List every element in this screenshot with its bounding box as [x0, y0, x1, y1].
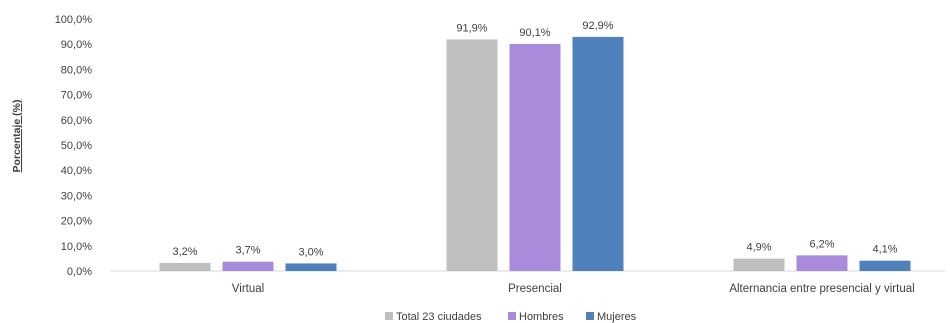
data-label: 92,9% [582, 20, 613, 32]
bar [859, 260, 911, 271]
y-axis: 0,0% 10,0% 20,0% 30,0% 40,0% 50,0% 60,0% 70,0% 8… [55, 14, 93, 278]
y-tick-label: 20,0% [61, 216, 92, 228]
y-tick-label: 50,0% [61, 140, 92, 152]
bar [572, 36, 624, 271]
bar [285, 263, 337, 271]
legend-label: Mujeres [597, 311, 637, 323]
data-label: 91,9% [456, 22, 487, 34]
legend-label: Total 23 ciudades [396, 311, 482, 323]
bar [509, 43, 561, 272]
bar [446, 39, 498, 271]
y-tick-label: 10,0% [61, 241, 92, 253]
data-label: 3,2% [172, 246, 197, 258]
y-axis-label: Porcentaje (%) [11, 100, 23, 173]
bar [159, 262, 211, 271]
y-tick-label: 60,0% [61, 115, 92, 127]
bar [796, 255, 848, 271]
bars: 3,2% 3,7% 3,0% 91,9% 90,1% 92,9% 4,9% 6,2% 4,1% [159, 20, 911, 272]
legend-swatch [508, 312, 516, 320]
legend-label: Hombres [519, 311, 564, 323]
x-tick-label: Alternancia entre presencial y virtual [729, 283, 914, 295]
y-tick-label: 90,0% [61, 39, 92, 51]
data-label: 3,0% [298, 246, 323, 258]
data-label: 90,1% [519, 27, 550, 39]
legend-swatch [385, 312, 393, 320]
y-tick-label: 70,0% [61, 90, 92, 102]
data-label: 4,9% [746, 242, 771, 254]
data-label: 4,1% [872, 244, 897, 256]
bar [733, 258, 785, 271]
bar [222, 261, 274, 271]
x-tick-label: Virtual [232, 283, 264, 295]
y-tick-label: 30,0% [61, 190, 92, 202]
x-axis: Virtual Presencial Alternancia entre prese… [232, 283, 915, 295]
y-tick-label: 80,0% [61, 64, 92, 76]
y-tick-label: 0,0% [67, 266, 92, 278]
legend-swatch [586, 312, 594, 320]
data-label: 6,2% [809, 238, 834, 250]
legend: Total 23 ciudades Hombres Mujeres [385, 311, 637, 323]
x-tick-label: Presencial [508, 283, 562, 295]
y-tick-label: 40,0% [61, 165, 92, 177]
data-label: 3,7% [235, 245, 260, 257]
y-tick-label: 100,0% [55, 14, 93, 26]
